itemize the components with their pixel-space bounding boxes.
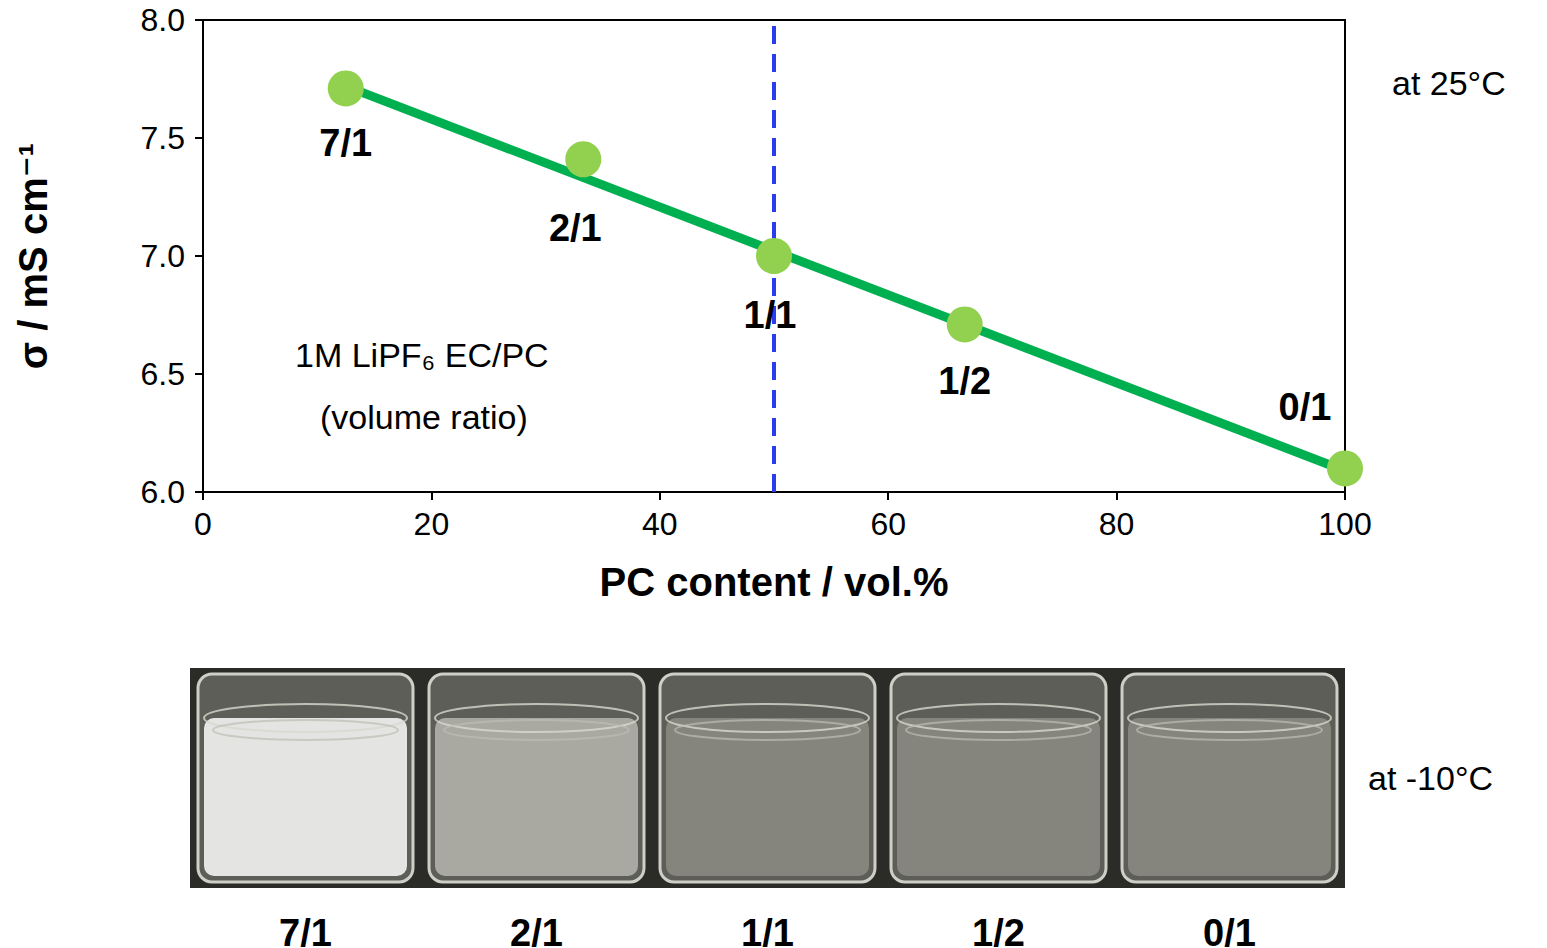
svg-text:7.5: 7.5 — [141, 120, 185, 156]
svg-text:0/1: 0/1 — [1279, 386, 1332, 428]
svg-text:1M LiPF₆ EC/PC: 1M LiPF₆ EC/PC — [295, 336, 549, 374]
svg-text:40: 40 — [642, 506, 678, 542]
svg-text:PC content / vol.%: PC content / vol.% — [600, 560, 949, 604]
svg-text:at 25°C: at 25°C — [1392, 64, 1506, 102]
svg-text:8.0: 8.0 — [141, 2, 185, 38]
svg-text:6.5: 6.5 — [141, 356, 185, 392]
svg-text:7/1: 7/1 — [319, 122, 372, 164]
svg-text:60: 60 — [870, 506, 906, 542]
svg-text:100: 100 — [1318, 506, 1371, 542]
svg-text:80: 80 — [1099, 506, 1135, 542]
svg-text:0/1: 0/1 — [1203, 912, 1256, 948]
svg-text:6.0: 6.0 — [141, 474, 185, 510]
svg-text:1/1: 1/1 — [741, 912, 794, 948]
svg-text:2/1: 2/1 — [510, 912, 563, 948]
svg-text:1/2: 1/2 — [972, 912, 1025, 948]
svg-text:at -10°C: at -10°C — [1368, 759, 1493, 797]
svg-text:1/2: 1/2 — [938, 360, 991, 402]
svg-text:(volume ratio): (volume ratio) — [320, 398, 528, 436]
svg-text:2/1: 2/1 — [549, 207, 602, 249]
svg-text:σ / mS cm⁻¹: σ / mS cm⁻¹ — [11, 143, 55, 369]
svg-text:20: 20 — [414, 506, 450, 542]
svg-text:1/1: 1/1 — [744, 294, 797, 336]
svg-text:7/1: 7/1 — [279, 912, 332, 948]
svg-text:0: 0 — [194, 506, 212, 542]
svg-text:7.0: 7.0 — [141, 238, 185, 274]
